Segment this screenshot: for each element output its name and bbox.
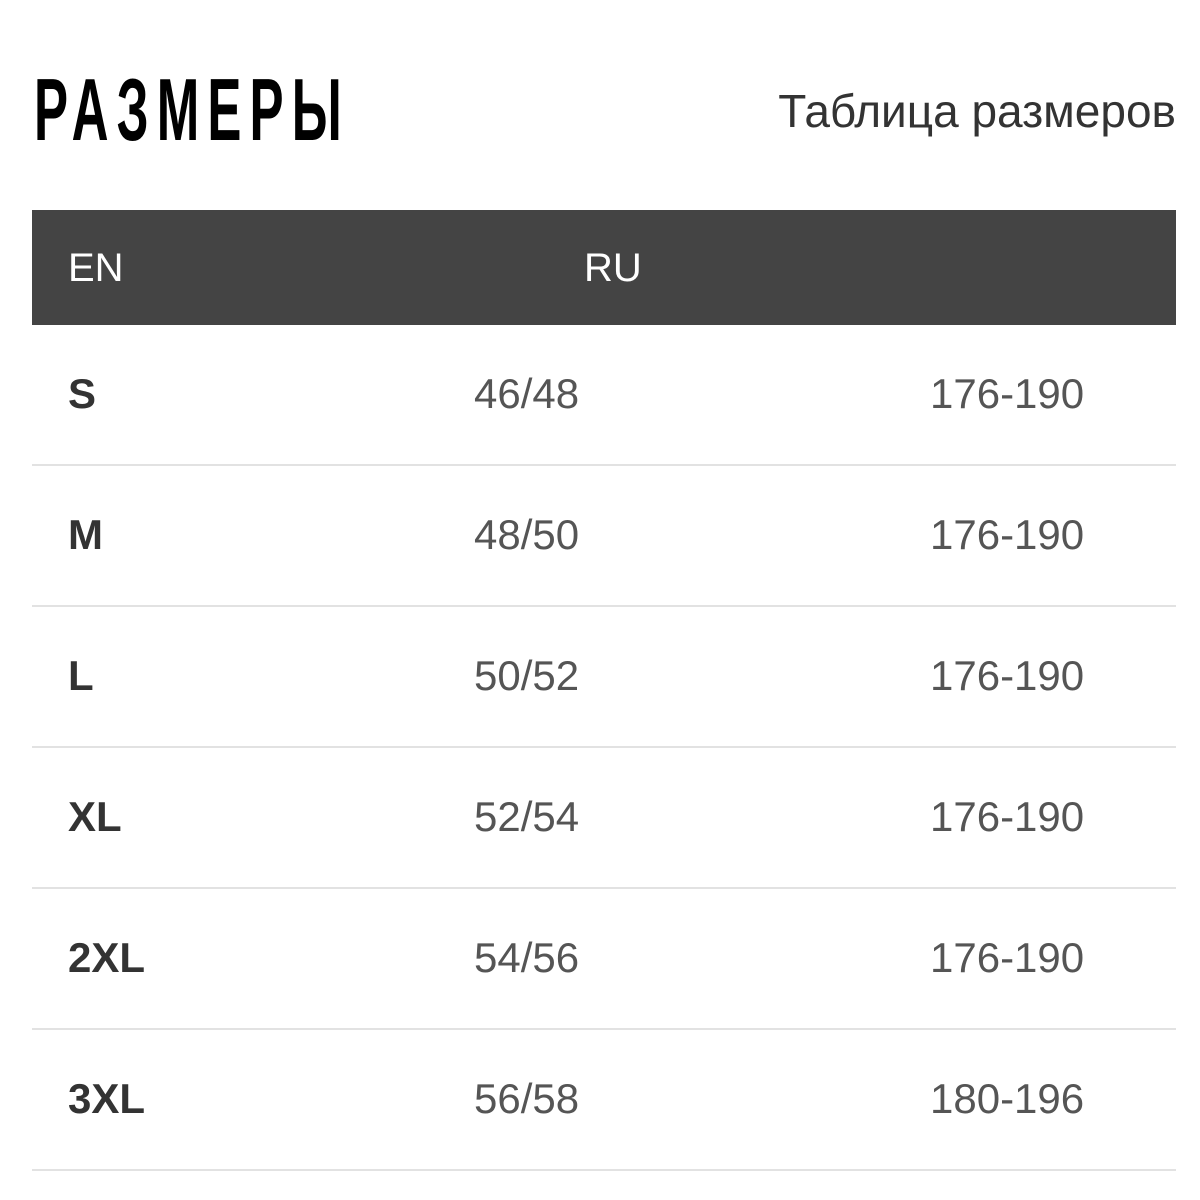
height-range: 176-190 <box>930 793 1085 840</box>
size-en: M <box>68 511 103 558</box>
height-range: 180-196 <box>930 1075 1085 1122</box>
table-row: L 50/52 176-190 <box>32 607 1176 748</box>
size-ru: 50/52 <box>474 652 580 699</box>
size-ru: 52/54 <box>474 793 580 840</box>
height-range: 176-190 <box>930 511 1085 558</box>
size-ru: 54/56 <box>474 934 580 981</box>
size-table: EN RU S 46/48 176-190 M 48/50 176-190 L 50/52 17… <box>32 210 1176 1171</box>
table-row: 2XL 54/56 176-190 <box>32 889 1176 1030</box>
header-en: EN <box>68 246 124 290</box>
size-en: XL <box>68 793 122 840</box>
size-ru: 46/48 <box>474 370 580 417</box>
size-en: 2XL <box>68 934 146 981</box>
header-ru: RU <box>584 246 642 290</box>
table-row: M 48/50 176-190 <box>32 466 1176 607</box>
size-ru: 48/50 <box>474 511 580 558</box>
height-range: 176-190 <box>930 370 1085 417</box>
height-range: 176-190 <box>930 652 1085 699</box>
table-row: 3XL 56/58 180-196 <box>32 1030 1176 1171</box>
table-row: XL 52/54 176-190 <box>32 748 1176 889</box>
size-en: L <box>68 652 94 699</box>
size-chart-link[interactable]: Таблица размеров <box>778 85 1176 137</box>
table-header: EN RU <box>32 210 1176 325</box>
size-en: 3XL <box>68 1075 146 1122</box>
page-title: РАЗМЕРЫ <box>34 60 350 159</box>
height-range: 176-190 <box>930 934 1085 981</box>
size-ru: 56/58 <box>474 1075 580 1122</box>
table-row: S 46/48 176-190 <box>32 325 1176 466</box>
size-en: S <box>68 370 97 417</box>
